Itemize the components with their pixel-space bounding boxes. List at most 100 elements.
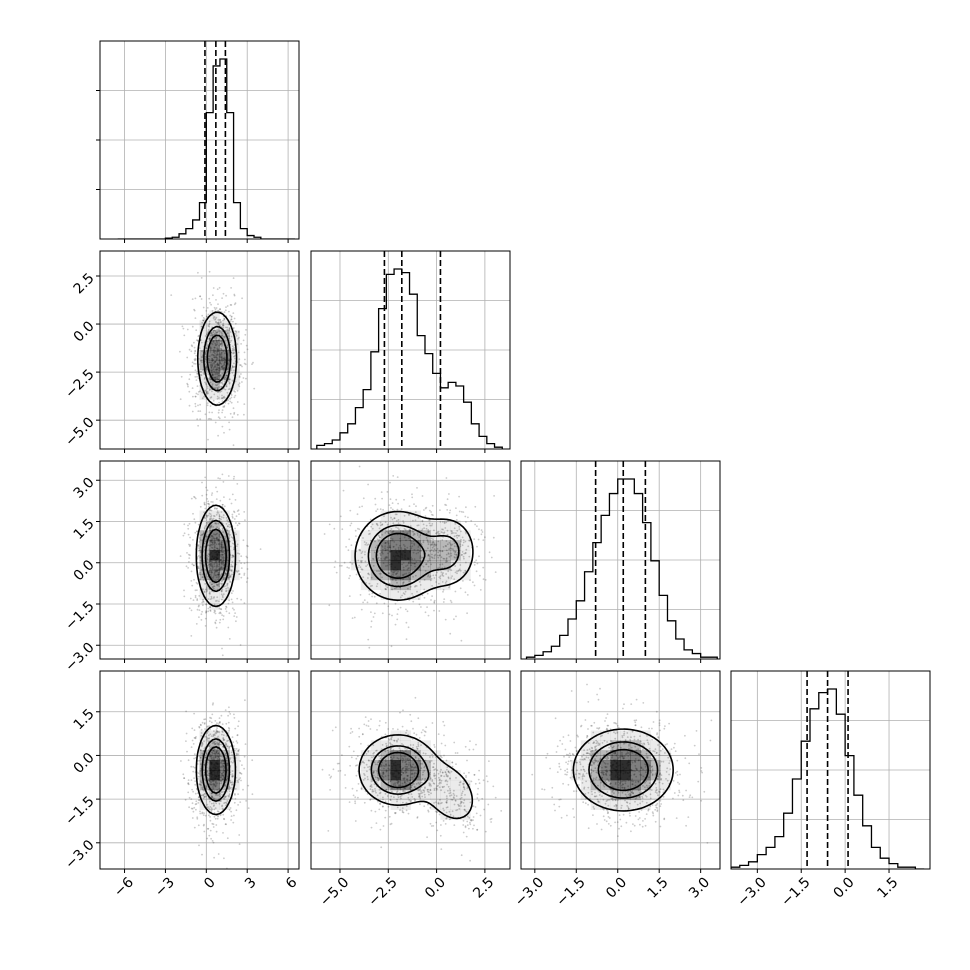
sample-point: [412, 530, 415, 533]
sample-point: [424, 759, 427, 762]
sample-point: [240, 598, 243, 601]
sample-point: [225, 376, 228, 379]
density-cell: [199, 770, 210, 781]
sample-point: [397, 522, 400, 524]
sample-point: [218, 515, 221, 518]
sample-point: [195, 581, 198, 584]
sample-point: [183, 523, 186, 526]
sample-point: [441, 521, 444, 523]
sample-point: [195, 623, 198, 625]
sample-point: [476, 793, 479, 796]
sample-point: [387, 752, 390, 755]
sample-point: [207, 598, 210, 600]
sample-point: [220, 381, 223, 384]
sample-point: [473, 564, 476, 566]
sample-point: [214, 522, 217, 524]
sample-point: [229, 314, 232, 317]
sample-point: [233, 510, 235, 513]
sample-point: [246, 561, 249, 564]
sample-point: [455, 809, 457, 812]
sample-point: [231, 783, 234, 786]
sample-point: [199, 578, 202, 581]
sample-point: [216, 387, 219, 390]
sample-point: [438, 781, 441, 784]
sample-point: [328, 604, 331, 607]
sample-point: [210, 303, 213, 306]
sample-point: [454, 590, 457, 593]
sample-point: [233, 413, 236, 415]
sample-point: [204, 517, 207, 520]
sample-point: [369, 532, 371, 535]
sample-point: [365, 542, 368, 544]
sample-point: [375, 522, 378, 525]
sample-point: [197, 824, 200, 827]
sample-point: [245, 344, 248, 347]
sample-point: [348, 745, 351, 748]
sample-point: [442, 546, 445, 548]
sample-point: [464, 552, 467, 555]
sample-point: [351, 563, 354, 565]
density-cell: [380, 550, 391, 561]
sample-point: [391, 508, 394, 511]
sample-point: [232, 444, 235, 447]
sample-point: [212, 826, 215, 828]
sample-point: [379, 720, 381, 722]
sample-point: [409, 525, 412, 528]
sample-point: [200, 341, 203, 344]
sample-point: [214, 384, 217, 386]
sample-point: [423, 588, 426, 591]
sample-point: [213, 333, 216, 335]
sample-point: [223, 798, 226, 800]
sample-point: [339, 515, 342, 518]
sample-point: [364, 543, 367, 546]
sample-point: [215, 802, 218, 805]
sample-point: [217, 743, 220, 745]
sample-point: [462, 571, 465, 574]
sample-point: [223, 336, 226, 339]
sample-point: [405, 729, 408, 732]
sample-point: [198, 783, 200, 785]
density-cell: [390, 530, 401, 541]
sample-point: [224, 572, 227, 575]
sample-point: [224, 756, 227, 759]
sample-point: [374, 503, 377, 506]
sample-point: [228, 329, 231, 332]
sample-point: [361, 556, 364, 559]
sample-point: [237, 750, 240, 752]
sample-point: [245, 800, 248, 802]
sample-point: [245, 555, 248, 558]
sample-point: [468, 555, 471, 558]
sample-point: [388, 530, 390, 533]
sample-point: [229, 757, 232, 759]
sample-point: [421, 495, 424, 497]
sample-point: [389, 748, 392, 751]
sample-point: [427, 541, 429, 544]
sample-point: [444, 771, 447, 773]
sample-point: [205, 316, 208, 318]
sample-point: [484, 536, 486, 539]
sample-point: [201, 361, 203, 363]
sample-point: [425, 537, 428, 539]
sample-point: [385, 584, 387, 587]
sample-point: [367, 750, 370, 753]
sample-point: [464, 825, 467, 828]
sample-point: [397, 738, 400, 740]
sample-point: [222, 737, 225, 740]
sample-point: [456, 570, 458, 573]
sample-point: [433, 577, 436, 579]
sample-point: [413, 503, 415, 505]
sample-point: [421, 791, 424, 794]
sample-point: [231, 607, 234, 610]
sample-point: [222, 531, 225, 533]
sample-point: [240, 576, 243, 579]
density-cell: [199, 760, 210, 771]
sample-point: [435, 801, 437, 804]
sample-point: [211, 390, 213, 393]
sample-point: [229, 526, 231, 528]
sample-point: [234, 322, 237, 325]
sample-point: [205, 795, 207, 798]
sample-point: [231, 345, 234, 348]
sample-point: [442, 528, 444, 531]
sample-point: [204, 718, 207, 721]
sample-point: [389, 748, 391, 750]
